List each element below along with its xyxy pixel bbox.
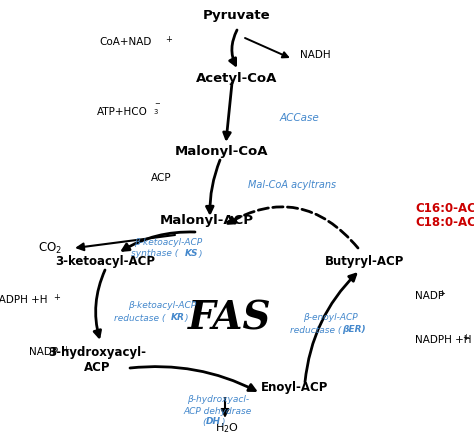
Text: ): ) xyxy=(198,249,202,259)
Text: β-ketoacyl-ACP: β-ketoacyl-ACP xyxy=(128,302,196,311)
Text: $_3^-$: $_3^-$ xyxy=(153,102,162,116)
Text: β-hydroxyacl-: β-hydroxyacl- xyxy=(187,396,249,404)
Text: Malonyl-CoA: Malonyl-CoA xyxy=(175,145,269,159)
Text: NADP: NADP xyxy=(415,291,444,301)
Text: CO$_2$: CO$_2$ xyxy=(38,241,62,256)
Text: +: + xyxy=(462,333,469,342)
Text: +: + xyxy=(53,292,60,302)
Text: ACP: ACP xyxy=(151,173,172,183)
Text: reductase (: reductase ( xyxy=(290,326,342,334)
Text: ): ) xyxy=(184,314,188,323)
Text: NADP: NADP xyxy=(29,347,58,357)
Text: βER): βER) xyxy=(342,326,366,334)
Text: 3-ketoacyl-ACP: 3-ketoacyl-ACP xyxy=(55,256,155,268)
Text: +: + xyxy=(62,345,69,354)
Text: β-enoyl-ACP: β-enoyl-ACP xyxy=(303,314,357,323)
Text: NADPH +H: NADPH +H xyxy=(415,335,472,345)
Text: (: ( xyxy=(202,417,206,427)
Text: Mal-CoA acyltrans: Mal-CoA acyltrans xyxy=(248,180,336,190)
Text: Pyruvate: Pyruvate xyxy=(203,8,271,22)
Text: CoA+NAD: CoA+NAD xyxy=(100,37,152,47)
Text: +: + xyxy=(165,35,172,43)
Text: ): ) xyxy=(221,417,225,427)
Text: Enoyl-ACP: Enoyl-ACP xyxy=(261,381,328,395)
Text: Malonyl-ACP: Malonyl-ACP xyxy=(160,214,254,226)
Text: Acetyl-CoA: Acetyl-CoA xyxy=(196,71,278,85)
Text: KR: KR xyxy=(171,314,185,323)
Text: ATP+HCO: ATP+HCO xyxy=(97,107,148,117)
Text: +: + xyxy=(438,288,445,298)
Text: KS: KS xyxy=(185,249,199,259)
Text: NADH: NADH xyxy=(300,50,331,60)
Text: synthase (: synthase ( xyxy=(131,249,179,259)
Text: Butyryl-ACP: Butyryl-ACP xyxy=(325,256,405,268)
Text: reductase (: reductase ( xyxy=(114,314,166,323)
Text: C16:0-ACP: C16:0-ACP xyxy=(415,202,474,214)
Text: ACCase: ACCase xyxy=(280,113,320,123)
Text: C18:0-ACP: C18:0-ACP xyxy=(415,215,474,229)
Text: FAS: FAS xyxy=(188,299,272,337)
Text: NADPH +H: NADPH +H xyxy=(0,295,48,305)
Text: β-ketoacyl-ACP: β-ketoacyl-ACP xyxy=(134,237,202,246)
Text: ACP dehydrase: ACP dehydrase xyxy=(184,407,252,416)
Text: 3-hydroxyacyl-
ACP: 3-hydroxyacyl- ACP xyxy=(48,346,146,374)
Text: H$_2$O: H$_2$O xyxy=(215,421,239,435)
Text: DH: DH xyxy=(206,417,220,427)
